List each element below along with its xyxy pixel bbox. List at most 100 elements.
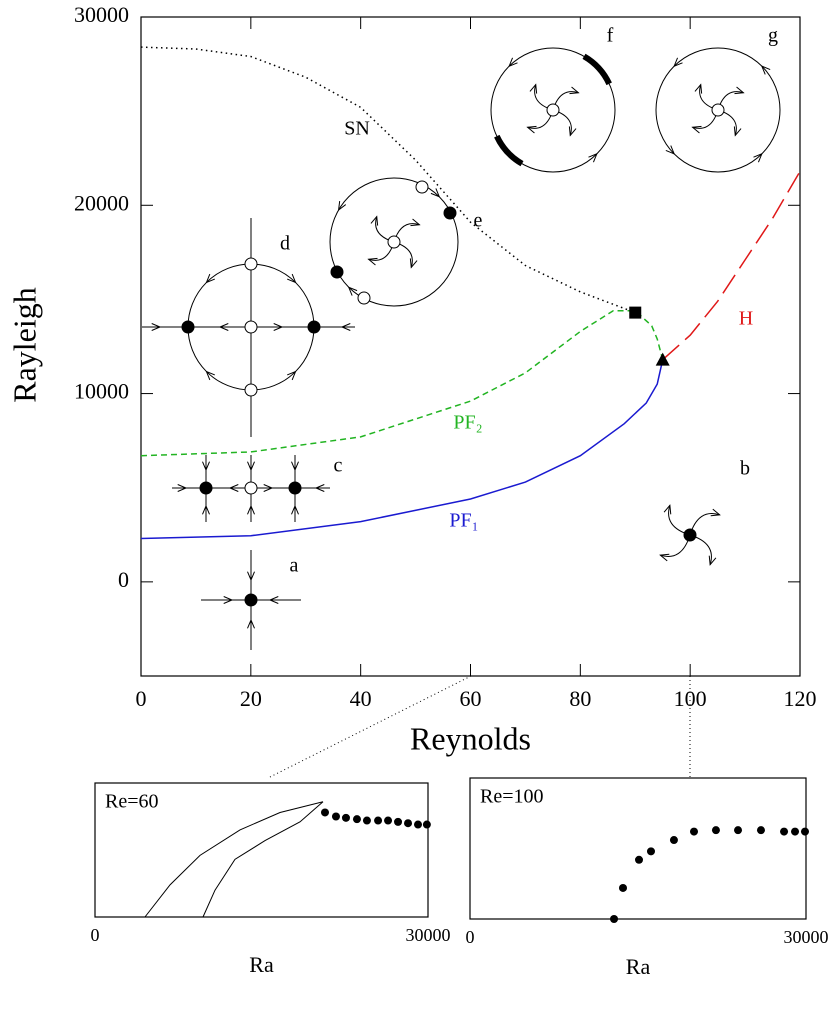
y-tick-label: 10000: [74, 379, 129, 404]
data-point: [362, 816, 371, 825]
data-point: [791, 827, 800, 836]
arrow-head: [247, 504, 255, 515]
arrow-head: [202, 504, 210, 515]
curve: [140, 309, 664, 457]
arrow-head: [314, 484, 325, 492]
plot-frame: [140, 16, 801, 677]
arrow-head: [228, 484, 239, 492]
arrow-head: [205, 370, 215, 381]
arrow-head: [665, 145, 676, 155]
curve: [140, 46, 636, 314]
slow-arc: [582, 53, 612, 86]
y-tick-label: 0: [118, 567, 129, 592]
unstable-point: [387, 235, 401, 249]
panel-letter: f: [607, 25, 614, 47]
y-axis-label: Rayleigh: [6, 287, 42, 403]
arrow-head: [409, 258, 418, 269]
arrow-head: [710, 508, 721, 517]
arrow-head: [673, 57, 683, 68]
arrow-head: [529, 83, 538, 94]
unstable-point: [415, 180, 429, 194]
arrow-head: [223, 596, 234, 604]
x-tick-label: 20: [240, 686, 262, 711]
data-point: [414, 820, 423, 829]
x-tick-label: 30000: [784, 927, 829, 947]
arrow-head: [205, 273, 215, 284]
unstable-point: [244, 257, 258, 271]
branch: [202, 801, 324, 918]
unstable-point: [711, 103, 725, 117]
data-point: [690, 827, 698, 836]
stable-point: [199, 481, 213, 495]
arrow-head: [569, 86, 580, 95]
arrow-head: [337, 201, 347, 212]
x-tick-label: 0: [91, 925, 100, 945]
x-tick-label: 40: [350, 686, 372, 711]
arrow-head: [708, 555, 717, 566]
panel-letter: a: [290, 555, 299, 577]
data-point: [352, 815, 361, 824]
data-point: [635, 855, 644, 864]
arrow-head: [287, 273, 297, 284]
arrow-head: [734, 86, 745, 95]
arrow-head: [177, 484, 188, 492]
arrow-head: [508, 57, 518, 68]
stable-point: [443, 206, 457, 220]
x-tick-label: 30000: [406, 925, 451, 945]
stable-point: [181, 320, 195, 334]
data-point: [711, 826, 720, 835]
data-point: [646, 847, 655, 856]
arrow-head: [753, 152, 763, 163]
x-tick-label: 100: [674, 686, 707, 711]
orbit: [490, 47, 616, 173]
arrow-head: [291, 504, 299, 515]
x-axis-label: Ra: [626, 954, 651, 979]
stable-point: [330, 265, 344, 279]
x-tick-label: 80: [569, 686, 591, 711]
panel-letter: g: [768, 25, 778, 47]
branch: [144, 801, 324, 918]
x-tick-label: 60: [460, 686, 482, 711]
panel-letter: b: [740, 458, 750, 480]
arrow-head: [151, 323, 162, 331]
arrow-head: [287, 370, 297, 381]
unstable-point: [244, 383, 258, 397]
data-point: [341, 813, 350, 822]
orbit: [329, 177, 459, 307]
curve-label: PF₂: [453, 412, 482, 434]
plot-frame: [94, 782, 429, 918]
x-tick-label: 0: [136, 686, 147, 711]
data-point: [374, 816, 383, 825]
unstable-point: [357, 291, 371, 305]
x-axis-label: Reynolds: [410, 720, 531, 756]
bifurcation-point: [655, 352, 670, 366]
data-point: [422, 820, 431, 829]
curve-label: SN: [344, 118, 370, 140]
data-point: [331, 812, 340, 821]
data-point: [618, 883, 627, 892]
arrow-head: [247, 571, 255, 582]
x-tick-label: 120: [784, 686, 817, 711]
arrow-head: [247, 618, 255, 629]
arrow-head: [268, 596, 279, 604]
arrow-head: [568, 126, 577, 137]
arrow-head: [218, 323, 229, 331]
curve-label: PF₁: [449, 510, 478, 532]
data-point: [756, 826, 765, 835]
arrow-head: [370, 215, 379, 226]
panel-letter: d: [280, 233, 290, 255]
arrow-head: [263, 484, 274, 492]
plot-frame: [469, 777, 807, 920]
arrow-head: [202, 461, 210, 472]
arrow-head: [526, 125, 537, 134]
data-point: [394, 817, 403, 826]
stable-point: [307, 320, 321, 334]
arrow-head: [367, 257, 378, 266]
arrow-head: [291, 461, 299, 472]
data-point: [610, 915, 619, 923]
y-tick-label: 20000: [74, 190, 129, 215]
arrow-head: [340, 323, 351, 331]
curve: [140, 359, 664, 540]
slow-arc: [494, 134, 524, 167]
